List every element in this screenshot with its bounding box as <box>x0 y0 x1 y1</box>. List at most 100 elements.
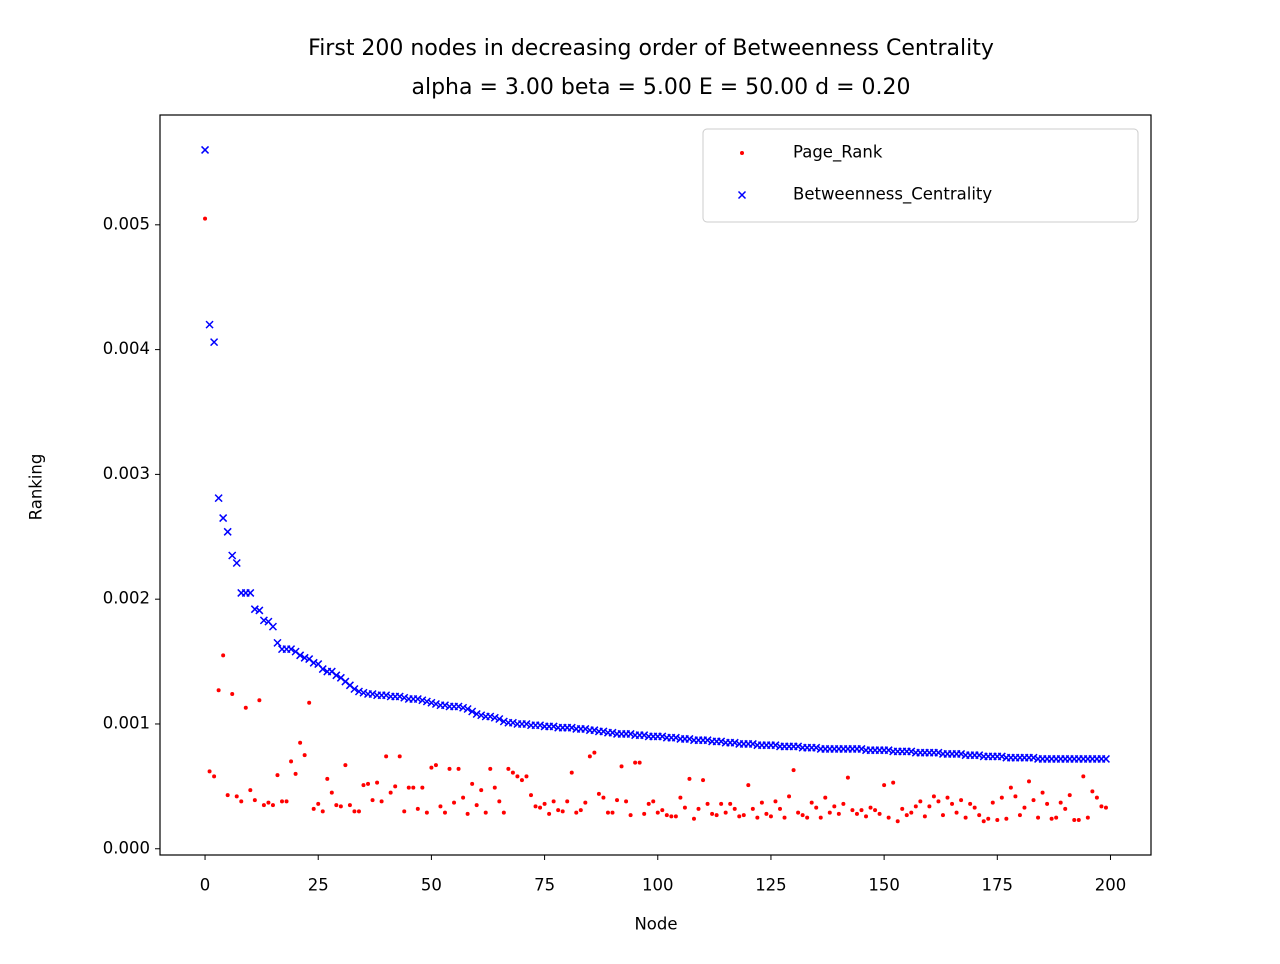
point <box>452 800 457 805</box>
point <box>287 645 296 654</box>
point <box>859 808 864 813</box>
point <box>459 703 468 712</box>
point <box>1099 804 1104 809</box>
point <box>508 718 517 727</box>
point <box>560 809 565 814</box>
point <box>538 805 543 810</box>
point <box>610 810 615 815</box>
point <box>909 810 914 815</box>
point <box>710 811 715 816</box>
point <box>384 754 389 759</box>
point <box>818 815 823 820</box>
point <box>395 692 404 701</box>
point <box>302 753 307 758</box>
y-tick-label: 0.004 <box>103 339 150 358</box>
point <box>900 806 905 811</box>
x-tick-label: 100 <box>642 876 674 895</box>
point <box>596 791 601 796</box>
point <box>703 736 712 745</box>
x-axis-label: Node <box>634 915 677 934</box>
point <box>1103 805 1108 810</box>
point <box>266 800 271 805</box>
point <box>461 795 466 800</box>
point <box>289 759 294 764</box>
point <box>524 774 529 779</box>
point <box>205 320 214 329</box>
point <box>438 804 443 809</box>
point <box>261 803 266 808</box>
point <box>701 778 706 783</box>
point <box>201 145 210 154</box>
point <box>1067 793 1072 798</box>
point <box>536 721 545 730</box>
point <box>212 774 217 779</box>
point <box>214 494 223 503</box>
point <box>854 811 859 816</box>
legend-label: Betweenness_Centrality <box>793 185 992 205</box>
point <box>809 800 814 805</box>
point <box>239 799 244 804</box>
point <box>1017 813 1022 818</box>
point <box>624 799 629 804</box>
point <box>997 752 1006 761</box>
point <box>250 605 259 614</box>
point <box>429 765 434 770</box>
point <box>615 798 620 803</box>
point <box>463 704 472 714</box>
point <box>583 800 588 805</box>
point <box>628 813 633 818</box>
point <box>882 783 887 788</box>
point <box>1101 754 1110 763</box>
point <box>522 719 531 729</box>
x-tick-label: 25 <box>308 876 329 895</box>
point <box>664 813 669 818</box>
point <box>424 810 429 815</box>
point <box>529 793 534 798</box>
point <box>413 694 422 704</box>
point <box>551 799 556 804</box>
point <box>777 806 782 811</box>
point <box>999 795 1004 800</box>
point <box>547 811 552 816</box>
point <box>567 723 576 732</box>
point <box>388 790 393 795</box>
point <box>619 764 624 769</box>
point <box>750 806 755 811</box>
x-tick-label: 200 <box>1095 876 1127 895</box>
point <box>823 795 828 800</box>
point <box>963 815 968 820</box>
point <box>273 638 282 647</box>
point <box>633 760 638 765</box>
point <box>728 801 733 806</box>
point <box>719 801 724 806</box>
point <box>420 785 425 790</box>
point <box>759 800 764 805</box>
point <box>574 810 579 815</box>
point <box>501 810 506 815</box>
point <box>400 693 409 702</box>
point <box>477 711 486 720</box>
point <box>223 527 232 536</box>
point <box>422 697 431 706</box>
point <box>581 724 590 733</box>
point <box>748 739 757 748</box>
point <box>207 769 212 774</box>
point <box>248 788 253 793</box>
point <box>268 622 277 631</box>
point <box>470 781 475 786</box>
point <box>259 616 268 625</box>
point <box>832 804 837 809</box>
point <box>1031 798 1036 803</box>
point <box>800 813 805 818</box>
point <box>440 701 450 710</box>
point <box>474 803 479 808</box>
point <box>257 698 262 703</box>
point <box>895 819 900 824</box>
point <box>1076 818 1081 823</box>
point <box>884 746 893 755</box>
point <box>723 810 728 815</box>
point <box>1026 779 1031 784</box>
point <box>219 514 228 523</box>
